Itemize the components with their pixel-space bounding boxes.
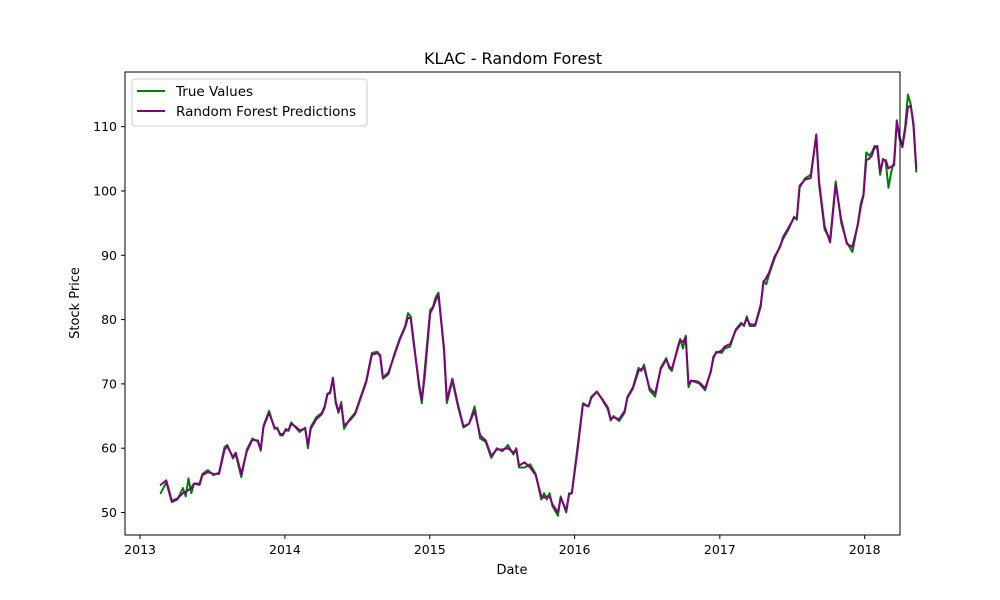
plot-frame [124, 71, 901, 536]
legend: True Values Random Forest Predictions [131, 78, 368, 127]
x-tick-label: 2014 [269, 542, 301, 557]
x-tick-label: 2016 [559, 542, 591, 557]
x-tick-label: 2013 [124, 542, 156, 557]
series-layer [159, 93, 918, 517]
y-tick-label: 50 [101, 505, 117, 520]
x-tick-label: 2018 [849, 542, 881, 557]
axes-layer [124, 71, 901, 536]
x-tick-label: 2017 [704, 542, 736, 557]
y-axis-label: Stock Price [68, 267, 83, 339]
y-axis-ticks: 50 60 70 80 90 100 110 [93, 119, 125, 520]
chart-title: KLAC - Random Forest [424, 49, 602, 68]
legend-box [131, 78, 368, 127]
y-tick-label: 100 [93, 183, 117, 198]
x-tick-label: 2015 [414, 542, 446, 557]
legend-label-true-values: True Values [175, 84, 253, 100]
y-tick-label: 110 [93, 119, 117, 134]
legend-label-random-forest-predictions: Random Forest Predictions [176, 104, 356, 120]
x-axis-label: Date [496, 563, 527, 578]
y-tick-label: 70 [101, 376, 117, 391]
y-tick-label: 60 [101, 441, 117, 456]
y-tick-label: 90 [101, 248, 117, 263]
y-tick-label: 80 [101, 312, 117, 327]
plot-area [125, 72, 900, 535]
series-line-random-forest-predictions [159, 104, 918, 514]
x-axis-ticks: 2013 2014 2015 2016 2017 2018 [124, 535, 881, 557]
